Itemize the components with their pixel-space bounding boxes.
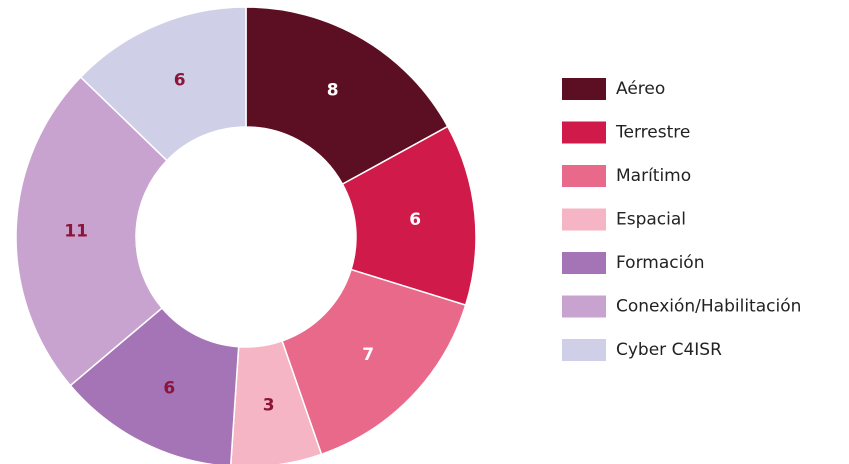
legend-swatch [562,78,606,100]
donut-slice [281,268,467,456]
donut-slice [15,76,168,387]
legend-swatch [562,252,606,274]
donut-slice [79,6,247,162]
legend-label: Marítimo [616,166,691,186]
legend-label: Terrestre [615,123,690,143]
slice-label: 7 [362,345,374,365]
slice-label: 6 [163,379,175,399]
slice-label: 11 [64,221,88,241]
legend-label: Cyber C4ISR [616,340,722,360]
legend-label: Aéreo [616,79,665,99]
slice-label: 6 [409,210,421,230]
legend-label: Espacial [616,210,686,230]
legend-label: Formación [616,253,705,273]
slice-label: 3 [263,395,275,415]
donut-slice [230,339,323,464]
slice-label: 6 [174,70,186,90]
slice-label: 8 [327,81,339,101]
legend-swatch [562,165,606,187]
donut-slice [245,6,449,186]
legend-swatch [562,208,606,231]
legend-swatch [562,121,606,144]
legend-swatch [562,339,606,361]
legend-swatch [562,295,606,318]
legend-label: Conexión/Habilitación [616,297,801,317]
